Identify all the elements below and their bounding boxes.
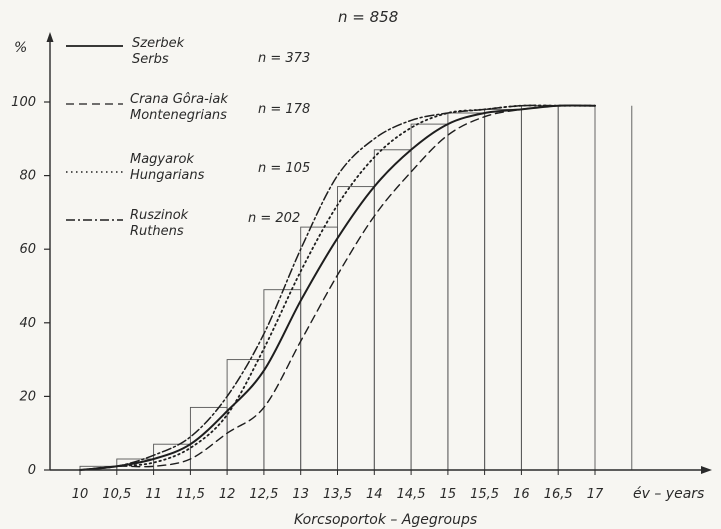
x-tick-label: 14 [366,487,383,502]
legend-label-hungarians-en: Hungarians [130,168,205,183]
series-lines [79,104,596,471]
series-line-serbs [79,104,596,471]
legend-n-ruthens: n = 202 [248,211,300,226]
histogram-bar [410,123,449,471]
x-tick-label: 13 [292,487,309,502]
x-tick-label: 14,5 [397,487,426,502]
y-tick-label: 60 [19,242,36,257]
x-tick-label: 10 [72,487,89,502]
histogram-bar [557,105,596,471]
x-tick-label: 17 [587,487,604,502]
histogram-bar [520,105,559,471]
x-tick-label: 12 [219,487,236,502]
legend-label-montenegrians-hu: Crana Gôra-iak [130,92,228,107]
histogram-bar [226,359,265,471]
series-line-montenegrians [79,104,596,471]
legend-n-serbs: n = 373 [258,51,310,66]
x-tick-label: 13,5 [323,487,352,502]
x-tick-label: 15,5 [470,487,499,502]
y-tick-label: 100 [11,95,36,110]
histogram-bar [373,149,412,471]
y-tick-label: 20 [19,389,36,404]
legend-label-ruthens-en: Ruthens [130,224,184,239]
axis-ticks: 0 20 40 60 80 100 10 10,5 11 11,5 12 12,5 13 13,5 14 14… [11,95,604,502]
legend-label-serbs-hu: Szerbek [132,36,185,51]
legend: Szerbek Serbs n = 373 Crana Gôra-iak Mon… [66,36,310,239]
x-tick-label: 10,5 [102,487,131,502]
y-axis-arrow [46,32,54,42]
legend-entry-serbs: Szerbek Serbs n = 373 [66,36,310,67]
x-tick-label: 16,5 [544,487,573,502]
histogram-bar [263,289,302,471]
x-tick-label: 11 [145,487,162,502]
x-tick-label: 11,5 [176,487,205,502]
legend-entry-montenegrians: Crana Gôra-iak Montenegrians n = 178 [66,92,310,123]
y-axis-label: % [14,40,27,56]
histogram-bar [447,112,486,471]
x-tick-label: 16 [513,487,530,502]
legend-n-hungarians: n = 105 [258,161,310,176]
series-line-ruthens [79,104,596,471]
x-axis-label: Korcsoportok – Agegroups [294,512,477,528]
x-tick-label: 12,5 [249,487,278,502]
x-tick-label: 15 [440,487,457,502]
legend-label-montenegrians-en: Montenegrians [130,108,227,123]
y-tick-label: 0 [28,463,36,478]
y-tick-label: 80 [19,169,36,184]
legend-n-montenegrians: n = 178 [258,102,310,117]
legend-label-serbs-en: Serbs [132,52,169,67]
legend-label-hungarians-hu: Magyarok [130,152,194,167]
histogram-bar [484,108,522,471]
legend-entry-ruthens: Ruszinok Ruthens n = 202 [66,208,300,239]
y-tick-label: 40 [19,316,36,331]
histogram-bar [300,226,338,471]
legend-entry-hungarians: Magyarok Hungarians n = 105 [66,152,310,183]
x-axis-arrow [701,466,712,474]
x-axis-unit-label: év – years [633,486,704,502]
legend-label-ruthens-hu: Ruszinok [130,208,189,223]
chart-title: n = 858 [338,8,398,26]
